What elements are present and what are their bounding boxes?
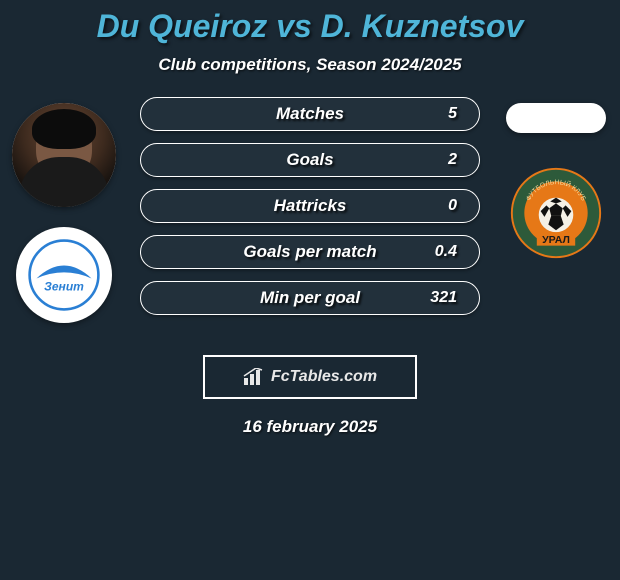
ural-badge-icon: ФУТБОЛЬНЫЙ КЛУБ УРАЛ: [508, 163, 604, 263]
brand-text: FcTables.com: [271, 368, 377, 386]
stat-row-goals-per-match: Goals per match 0.4: [140, 235, 480, 269]
comparison-card: Du Queiroz vs D. Kuznetsov Club competit…: [0, 0, 620, 580]
svg-text:УРАЛ: УРАЛ: [542, 234, 570, 246]
zenit-badge-icon: Зенит: [21, 232, 107, 318]
stat-right-value: 0.4: [435, 243, 457, 261]
right-column: ФУТБОЛЬНЫЙ КЛУБ УРАЛ: [500, 103, 612, 261]
left-column: Зенит: [8, 103, 120, 323]
stat-right-value: 2: [448, 151, 457, 169]
brand-box[interactable]: FcTables.com: [203, 355, 417, 399]
page-title: Du Queiroz vs D. Kuznetsov: [0, 8, 620, 45]
chart-icon: [243, 368, 265, 386]
stat-label: Hattricks: [274, 196, 347, 216]
stat-label: Goals: [286, 150, 333, 170]
player-right-club-badge: ФУТБОЛЬНЫЙ КЛУБ УРАЛ: [508, 165, 604, 261]
date-line: 16 february 2025: [0, 417, 620, 437]
stat-label: Min per goal: [260, 288, 360, 308]
stat-row-matches: Matches 5: [140, 97, 480, 131]
stat-right-value: 0: [448, 197, 457, 215]
stats-list: Matches 5 Goals 2 Hattricks 0 Goals per …: [140, 97, 480, 315]
player-left-club-badge: Зенит: [16, 227, 112, 323]
portrait-icon: [12, 103, 116, 207]
player-right-avatar: [506, 103, 606, 133]
stat-row-goals: Goals 2: [140, 143, 480, 177]
player-left-avatar: [12, 103, 116, 207]
stat-row-hattricks: Hattricks 0: [140, 189, 480, 223]
stat-row-min-per-goal: Min per goal 321: [140, 281, 480, 315]
stat-label: Goals per match: [243, 242, 376, 262]
stat-label: Matches: [276, 104, 344, 124]
stat-right-value: 321: [430, 289, 457, 307]
subtitle: Club competitions, Season 2024/2025: [0, 55, 620, 75]
stat-right-value: 5: [448, 105, 457, 123]
main-area: Зенит ФУТБОЛЬНЫЙ КЛУБ: [0, 103, 620, 343]
svg-text:Зенит: Зенит: [44, 279, 84, 293]
